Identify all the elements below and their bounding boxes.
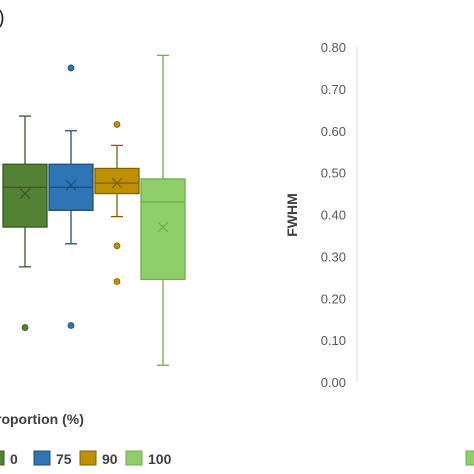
y-tick-label: 0.60 <box>321 124 346 139</box>
legend-label: 90 <box>102 451 118 467</box>
outlier-point <box>67 322 75 329</box>
outlier-point <box>113 278 121 285</box>
legend-item-100: 100 <box>125 450 172 467</box>
y-tick-label: 0.30 <box>321 249 346 264</box>
y-tick-label: 0.20 <box>321 291 346 306</box>
y-tick-label: 0.00 <box>321 375 346 390</box>
y-tick-label: 0.50 <box>321 166 346 181</box>
legend-item-90: 90 <box>79 450 118 467</box>
mean-marker <box>19 188 31 200</box>
legend-item-0: 0 <box>0 450 18 467</box>
box-90 <box>94 121 140 285</box>
mean-marker <box>157 221 169 233</box>
legend-swatch <box>465 450 474 466</box>
y-tick-label: 0.70 <box>321 82 346 97</box>
right-box-plot: 0.00 0.10 0.20 0.30 0.40 0.50 0.60 0.70 0.80 <box>321 40 358 390</box>
box-100 <box>140 54 186 366</box>
iqr-box <box>94 167 140 195</box>
y-tick-label: 0.10 <box>321 333 346 348</box>
left-box-plot <box>2 54 186 366</box>
iqr-box <box>140 178 186 281</box>
panel-label: ) <box>0 7 5 29</box>
iqr-box <box>2 163 48 228</box>
box-75 <box>48 64 94 329</box>
legend-swatch <box>33 450 51 466</box>
mean-marker <box>65 179 77 191</box>
outlier-point <box>113 242 121 250</box>
legend-label: 75 <box>56 451 72 467</box>
legend-label: 0 <box>10 451 18 467</box>
y-tick-label: 0.40 <box>321 208 346 223</box>
outlier-point <box>21 324 29 331</box>
legend-label: 100 <box>148 451 172 467</box>
x-axis-title: roportion (%) <box>0 411 84 427</box>
y-tick-label: 0.80 <box>321 40 346 55</box>
mean-marker <box>111 177 123 189</box>
legend: 0 75 90 100 <box>0 450 172 467</box>
legend-item-75: 75 <box>33 450 72 467</box>
outlier-point <box>67 64 75 72</box>
outlier-point <box>113 121 121 128</box>
y-axis-title: FWHM <box>284 193 300 237</box>
legend-swatch <box>125 450 143 466</box>
legend-swatch <box>0 450 5 466</box>
box-0 <box>2 115 48 331</box>
right-legend <box>465 450 474 466</box>
legend-swatch <box>79 450 97 466</box>
